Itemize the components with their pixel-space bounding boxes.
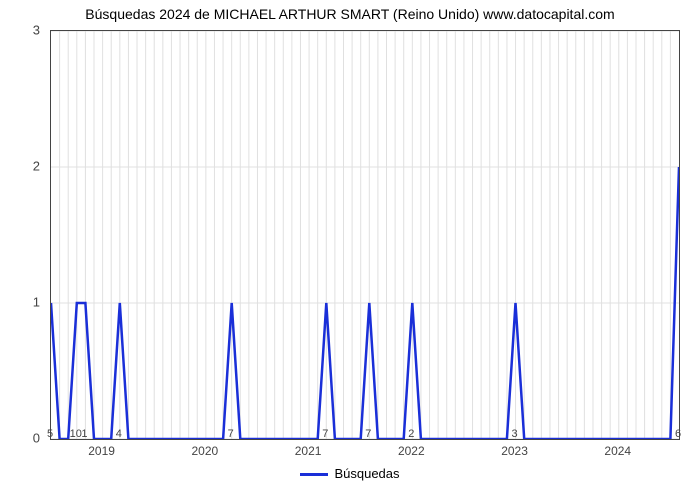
legend-swatch: [300, 473, 328, 476]
plot-area: [50, 30, 680, 440]
point-value-label: 1: [81, 428, 87, 440]
point-value-label: 7: [228, 428, 234, 440]
y-tick-label: 2: [10, 159, 40, 174]
point-value-label: 5: [47, 428, 53, 440]
x-year-label: 2024: [604, 444, 631, 458]
point-value-label: 2: [408, 428, 414, 440]
x-year-label: 2019: [88, 444, 115, 458]
point-value-label: 10: [70, 428, 82, 440]
y-tick-label: 3: [10, 23, 40, 38]
point-value-label: 4: [116, 428, 122, 440]
point-value-label: 3: [511, 428, 517, 440]
point-value-label: 6: [675, 428, 681, 440]
legend-label: Búsquedas: [334, 466, 399, 481]
point-value-label: 7: [365, 428, 371, 440]
point-value-label: 7: [322, 428, 328, 440]
x-year-label: 2023: [501, 444, 528, 458]
y-tick-label: 1: [10, 295, 40, 310]
plot-svg: [51, 31, 679, 439]
x-year-label: 2021: [295, 444, 322, 458]
y-tick-label: 0: [10, 431, 40, 446]
x-year-label: 2020: [191, 444, 218, 458]
chart-container: Búsquedas 2024 de MICHAEL ARTHUR SMART (…: [0, 0, 700, 500]
legend: Búsquedas: [0, 466, 700, 481]
chart-title: Búsquedas 2024 de MICHAEL ARTHUR SMART (…: [0, 6, 700, 22]
x-year-label: 2022: [398, 444, 425, 458]
